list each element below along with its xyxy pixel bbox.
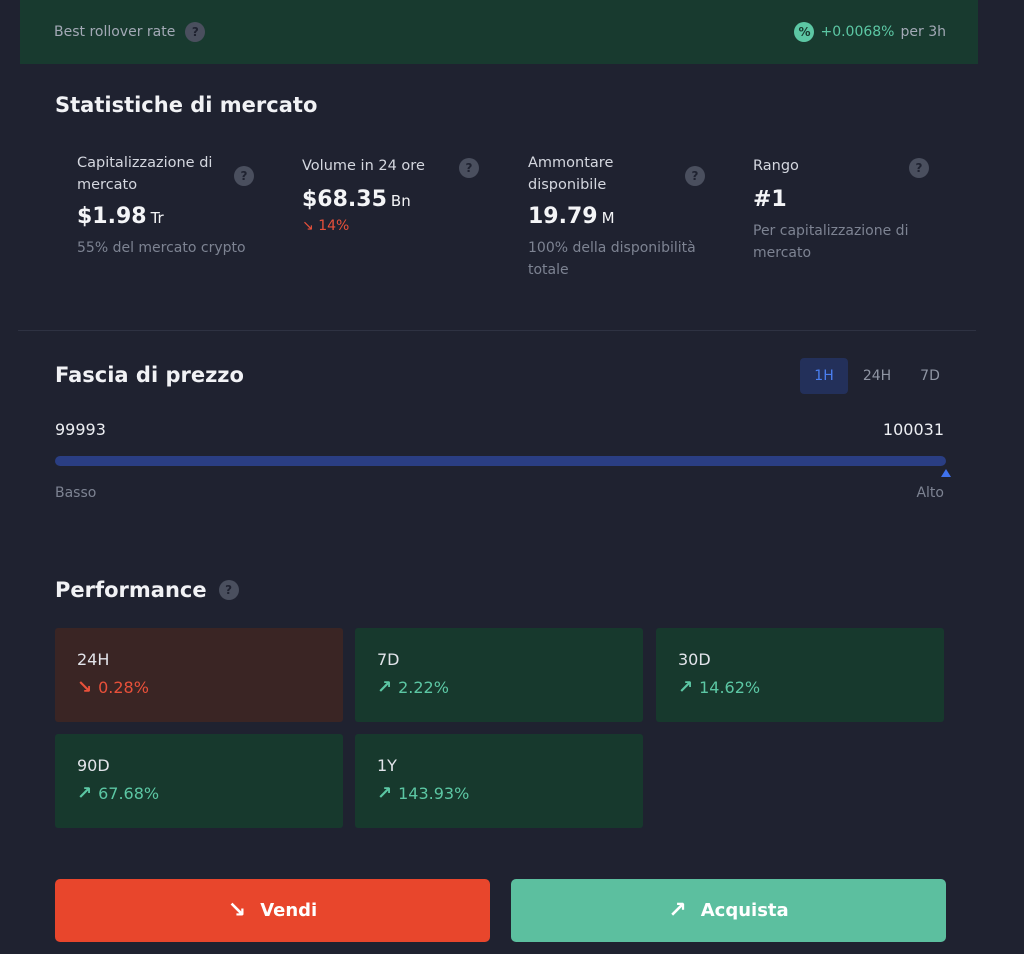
stat-sub: 100% della disponibilità totale xyxy=(528,240,696,278)
range-low-value: 99993 xyxy=(55,420,106,439)
arrow-down-right-icon: ↘ xyxy=(77,677,93,698)
percent-icon: % xyxy=(794,22,815,42)
range-tabs: 1H 24H 7D xyxy=(800,358,954,394)
stat-market-cap: Capitalizzazione di mercato ? $1.98 Tr 55… xyxy=(77,152,254,259)
stat-value: $68.35 Bn xyxy=(302,187,411,212)
stat-value: $1.98 Tr xyxy=(77,204,164,229)
perf-change: ↗ 67.68% xyxy=(77,783,160,804)
rollover-unit: per 3h xyxy=(900,24,947,40)
stat-sub: Per capitalizzazione di mercato xyxy=(753,223,909,261)
price-range-title: Fascia di prezzo xyxy=(55,363,244,387)
help-icon[interactable]: ? xyxy=(234,166,254,186)
stat-name: Ammontare disponibile xyxy=(528,155,614,193)
stat-name: Rango xyxy=(753,158,799,174)
market-stats-title: Statistiche di mercato xyxy=(55,93,318,117)
stat-rank: Rango ? #1 Per capitalizzazione di merca… xyxy=(753,152,929,264)
help-icon[interactable]: ? xyxy=(909,158,929,178)
perf-period: 7D xyxy=(377,650,400,669)
rollover-label-group: Best rollover rate ? xyxy=(54,22,206,42)
tab-24h[interactable]: 24H xyxy=(862,368,892,384)
rollover-banner: Best rollover rate ? % +0.0068% per 3h xyxy=(20,0,978,64)
range-high-value: 100031 xyxy=(882,420,944,439)
arrow-up-right-icon: ↗ xyxy=(377,677,393,698)
perf-change: ↗ 2.22% xyxy=(377,677,449,698)
performance-title: Performance ? xyxy=(55,578,239,602)
stat-change: ↘ 14% xyxy=(302,218,350,234)
perf-change: ↗ 143.93% xyxy=(377,783,470,804)
stat-value: 19.79 M xyxy=(528,204,615,229)
buy-label: Acquista xyxy=(700,900,789,921)
tab-1h[interactable]: 1H xyxy=(800,358,848,394)
perf-card-1y[interactable]: 1Y ↗ 143.93% xyxy=(355,734,643,828)
stat-volume: Volume in 24 ore ? $68.35 Bn ↘ 14% xyxy=(302,152,479,234)
arrow-up-right-icon: ↗ xyxy=(678,677,694,698)
rollover-rate-group: % +0.0068% per 3h xyxy=(794,22,946,42)
perf-change: ↗ 14.62% xyxy=(678,677,761,698)
range-low-label: Basso xyxy=(55,485,97,501)
arrow-down-right-icon: ↘ xyxy=(227,898,247,923)
stat-supply: Ammontare disponibile ? 19.79 M 100% dell… xyxy=(528,152,705,281)
sell-label: Vendi xyxy=(260,900,318,921)
perf-card-90d[interactable]: 90D ↗ 67.68% xyxy=(55,734,343,828)
stat-name: Capitalizzazione di mercato xyxy=(77,155,213,193)
arrow-down-right-icon: ↘ xyxy=(302,218,314,234)
rollover-label: Best rollover rate xyxy=(54,24,176,40)
help-icon[interactable]: ? xyxy=(459,158,479,178)
rollover-rate: +0.0068% xyxy=(820,24,895,40)
help-icon[interactable]: ? xyxy=(685,166,705,186)
perf-card-24h[interactable]: 24H ↘ 0.28% xyxy=(55,628,343,722)
perf-card-7d[interactable]: 7D ↗ 2.22% xyxy=(355,628,643,722)
stat-sub: 55% del mercato crypto xyxy=(77,240,246,256)
arrow-up-right-icon: ↗ xyxy=(77,783,93,804)
perf-period: 90D xyxy=(77,756,110,775)
arrow-up-right-icon: ↗ xyxy=(668,898,687,923)
current-price-marker xyxy=(941,469,951,477)
perf-change: ↘ 0.28% xyxy=(77,677,149,698)
help-icon[interactable]: ? xyxy=(185,22,206,42)
perf-card-30d[interactable]: 30D ↗ 14.62% xyxy=(656,628,944,722)
sell-button[interactable]: ↘ Vendi xyxy=(55,879,490,942)
stat-name: Volume in 24 ore xyxy=(302,158,425,174)
stat-value: #1 xyxy=(753,187,787,212)
arrow-up-right-icon: ↗ xyxy=(377,783,393,804)
perf-period: 24H xyxy=(77,650,110,669)
tab-7d[interactable]: 7D xyxy=(920,368,940,384)
help-icon[interactable]: ? xyxy=(218,580,239,600)
range-high-label: Alto xyxy=(916,485,944,501)
divider xyxy=(18,330,976,331)
perf-period: 30D xyxy=(678,650,711,669)
price-range-bar xyxy=(55,456,946,466)
perf-period: 1Y xyxy=(377,756,397,775)
buy-button[interactable]: ↗ Acquista xyxy=(511,879,946,942)
